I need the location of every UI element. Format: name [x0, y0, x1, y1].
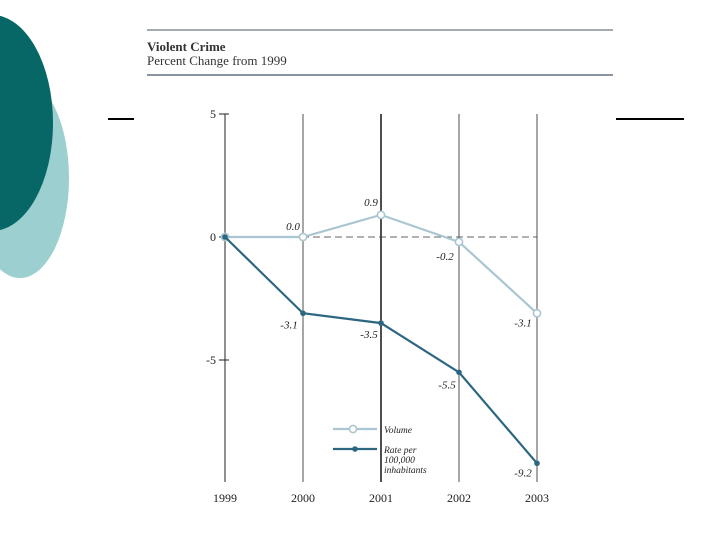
- data-point: [222, 234, 228, 240]
- data-point: [532, 308, 542, 318]
- data-label: -3.5: [360, 329, 378, 341]
- data-label: 0.0: [286, 221, 300, 233]
- x-tick-label: 2001: [369, 491, 393, 505]
- data-label: -9.2: [514, 467, 532, 479]
- legend-rate-marker: [352, 446, 358, 452]
- data-point: [298, 232, 308, 242]
- chart-title: Violent Crime: [147, 39, 226, 54]
- y-tick-label: 5: [210, 107, 216, 121]
- legend-rate-label: 100,000: [384, 456, 415, 466]
- legend-rate-label: Rate per: [383, 446, 417, 456]
- x-tick-label: 2002: [447, 491, 471, 505]
- legend-rate-label: inhabitants: [384, 466, 427, 476]
- data-point: [454, 237, 464, 247]
- data-point: [376, 210, 386, 220]
- legend-volume-marker: [348, 424, 358, 434]
- data-label: 0.9: [364, 197, 378, 209]
- data-label: -3.1: [514, 317, 531, 329]
- x-tick-label: 1999: [213, 491, 237, 505]
- data-label: -3.1: [280, 319, 297, 331]
- data-point: [300, 310, 306, 317]
- chart-subtitle: Percent Change from 1999: [147, 53, 287, 68]
- x-tick-label: 2003: [525, 491, 549, 505]
- x-tick-label: 2000: [291, 491, 315, 505]
- data-point: [534, 460, 540, 467]
- data-point: [456, 369, 462, 376]
- legend-volume-label: Volume: [384, 426, 412, 436]
- data-label: -5.5: [438, 379, 456, 391]
- decor-circle-dark: [0, 15, 53, 231]
- data-label: -0.2: [436, 251, 454, 263]
- y-tick-label: 0: [210, 230, 216, 244]
- data-point: [378, 320, 384, 326]
- y-tick-label: -5: [206, 353, 216, 367]
